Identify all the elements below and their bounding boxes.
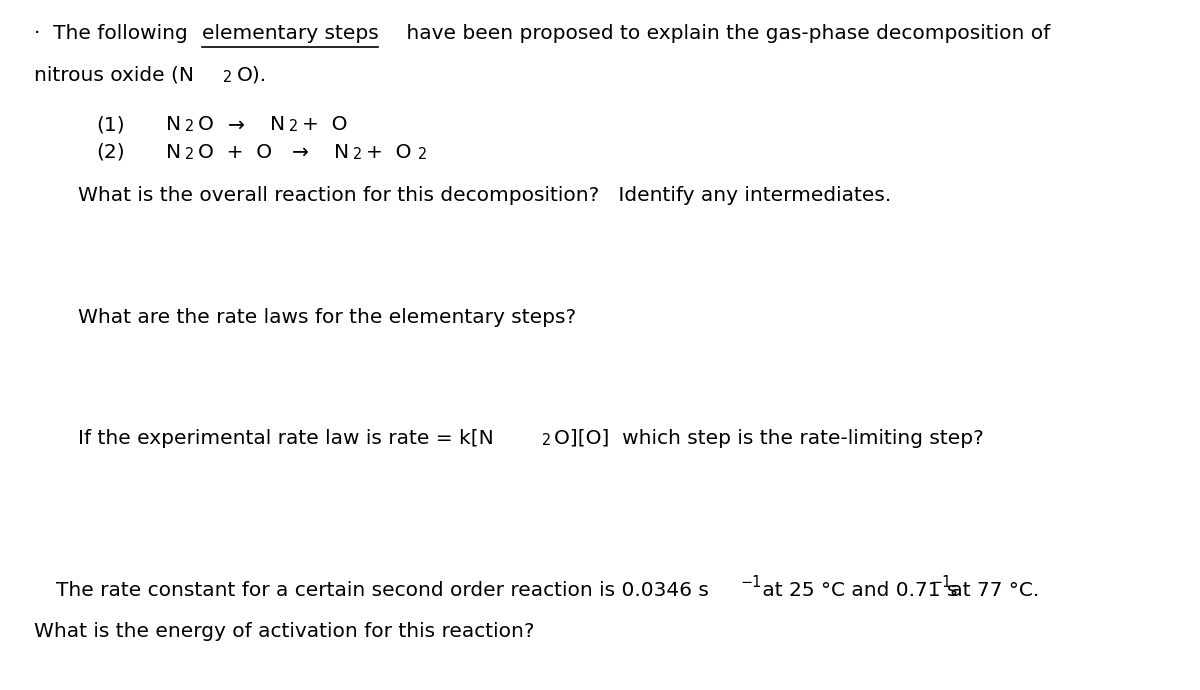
Text: N: N <box>166 115 181 135</box>
Text: at 77 °C.: at 77 °C. <box>944 581 1039 600</box>
Text: N: N <box>166 143 181 162</box>
Text: 2: 2 <box>185 147 194 162</box>
Text: What is the energy of activation for this reaction?: What is the energy of activation for thi… <box>34 622 534 642</box>
Text: N: N <box>334 143 349 162</box>
Text: O: O <box>198 115 214 135</box>
Text: O  +  O: O + O <box>198 143 272 162</box>
Text: 2: 2 <box>353 147 362 162</box>
Text: →: → <box>292 143 308 162</box>
Text: If the experimental rate law is rate = k[N: If the experimental rate law is rate = k… <box>78 429 493 448</box>
Text: have been proposed to explain the gas-phase decomposition of: have been proposed to explain the gas-ph… <box>400 24 1050 43</box>
Text: N: N <box>270 115 286 135</box>
Text: at 25 °C and 0.71 s: at 25 °C and 0.71 s <box>756 581 958 600</box>
Text: elementary steps: elementary steps <box>202 24 378 43</box>
Text: 2: 2 <box>418 147 427 162</box>
Text: 2: 2 <box>223 70 233 85</box>
Text: −1: −1 <box>740 575 762 590</box>
Text: 2: 2 <box>289 119 299 135</box>
Text: The rate constant for a certain second order reaction is 0.0346 s: The rate constant for a certain second o… <box>56 581 709 600</box>
Text: What are the rate laws for the elementary steps?: What are the rate laws for the elementar… <box>78 308 576 328</box>
Text: +  O: + O <box>302 115 348 135</box>
Text: +  O: + O <box>366 143 412 162</box>
Text: (2): (2) <box>96 143 125 162</box>
Text: (1): (1) <box>96 115 125 135</box>
Text: →: → <box>228 115 245 135</box>
Text: O][O]  which step is the rate-limiting step?: O][O] which step is the rate-limiting st… <box>554 429 984 448</box>
Text: ·  The following: · The following <box>34 24 193 43</box>
Text: 2: 2 <box>542 433 552 448</box>
Text: 2: 2 <box>185 119 194 135</box>
Text: What is the overall reaction for this decomposition?   Identify any intermediate: What is the overall reaction for this de… <box>78 186 892 206</box>
Text: −1: −1 <box>930 575 952 590</box>
Text: nitrous oxide (N: nitrous oxide (N <box>34 66 193 85</box>
Text: O).: O). <box>236 66 266 85</box>
